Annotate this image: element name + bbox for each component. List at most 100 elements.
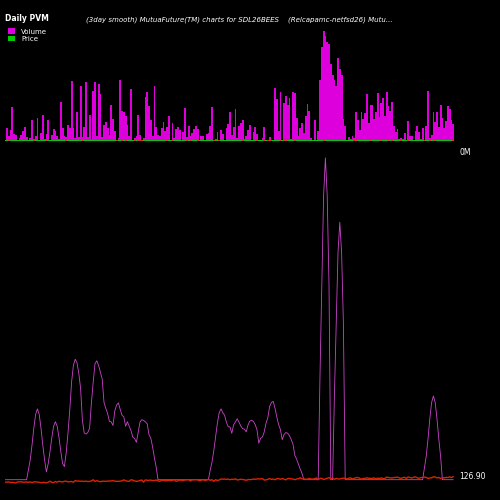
Bar: [274, 88, 276, 141]
Bar: [206, 134, 208, 141]
Bar: [272, 140, 274, 141]
Bar: [348, 140, 350, 141]
Bar: [422, 140, 424, 141]
Bar: [306, 140, 308, 141]
Text: 126.90: 126.90: [460, 472, 486, 481]
Bar: [4, 140, 6, 141]
Bar: [322, 30, 324, 141]
Bar: [154, 86, 156, 141]
Bar: [10, 130, 12, 141]
Text: 0M: 0M: [460, 148, 471, 157]
Bar: [214, 139, 216, 141]
Bar: [258, 140, 260, 141]
Bar: [195, 140, 196, 141]
Bar: [398, 140, 400, 141]
Bar: [156, 127, 157, 141]
Bar: [130, 88, 132, 141]
Bar: [200, 140, 202, 141]
Bar: [16, 140, 18, 141]
Bar: [301, 140, 303, 141]
Bar: [164, 140, 166, 141]
Bar: [375, 140, 376, 141]
Bar: [112, 140, 114, 141]
Bar: [262, 138, 264, 141]
Bar: [290, 139, 292, 141]
Bar: [265, 140, 267, 141]
Bar: [128, 136, 130, 141]
Bar: [386, 140, 388, 141]
Bar: [368, 123, 370, 141]
Bar: [211, 140, 213, 141]
Bar: [231, 140, 232, 141]
Bar: [324, 36, 326, 141]
Bar: [380, 102, 382, 141]
Bar: [310, 138, 312, 141]
Bar: [344, 140, 346, 141]
Bar: [321, 140, 322, 141]
Bar: [177, 140, 178, 141]
Bar: [316, 140, 318, 141]
Bar: [162, 122, 164, 141]
Bar: [100, 140, 102, 141]
Bar: [82, 137, 84, 141]
Bar: [213, 140, 214, 141]
Bar: [188, 140, 190, 141]
Bar: [382, 140, 384, 141]
Bar: [436, 140, 438, 141]
Bar: [178, 140, 180, 141]
Bar: [400, 138, 402, 141]
Bar: [46, 134, 48, 141]
Bar: [16, 140, 18, 141]
Bar: [226, 140, 228, 141]
Bar: [447, 106, 448, 141]
Bar: [64, 136, 66, 141]
Bar: [94, 82, 96, 141]
Bar: [116, 140, 117, 141]
Bar: [92, 92, 94, 141]
Bar: [58, 140, 60, 141]
Bar: [249, 140, 250, 141]
Bar: [444, 128, 445, 141]
Bar: [366, 140, 368, 141]
Bar: [94, 140, 96, 141]
Bar: [346, 140, 348, 141]
Bar: [288, 98, 290, 141]
Bar: [124, 140, 126, 141]
Bar: [126, 140, 128, 141]
Bar: [56, 136, 58, 141]
Bar: [426, 140, 427, 141]
Bar: [362, 140, 364, 141]
Bar: [218, 140, 220, 141]
Bar: [274, 140, 276, 141]
Bar: [286, 140, 288, 141]
Bar: [33, 139, 34, 141]
Bar: [282, 140, 283, 141]
Bar: [276, 140, 278, 141]
Bar: [152, 140, 154, 141]
Bar: [78, 138, 80, 141]
Bar: [162, 140, 164, 141]
Bar: [238, 140, 240, 141]
Bar: [180, 140, 182, 141]
Bar: [184, 108, 186, 141]
Bar: [6, 140, 8, 141]
Bar: [355, 140, 357, 141]
Bar: [450, 120, 452, 141]
Bar: [362, 120, 364, 141]
Bar: [62, 128, 64, 141]
Bar: [6, 128, 8, 141]
Bar: [62, 140, 64, 141]
Bar: [182, 140, 184, 141]
Bar: [74, 140, 76, 141]
Bar: [360, 112, 362, 141]
Bar: [358, 130, 360, 141]
Bar: [372, 140, 373, 141]
Bar: [242, 140, 244, 141]
Bar: [330, 140, 332, 141]
Bar: [411, 136, 412, 141]
Bar: [67, 140, 69, 141]
Bar: [430, 140, 432, 141]
Bar: [84, 127, 85, 141]
Bar: [214, 140, 216, 141]
Bar: [80, 140, 82, 141]
